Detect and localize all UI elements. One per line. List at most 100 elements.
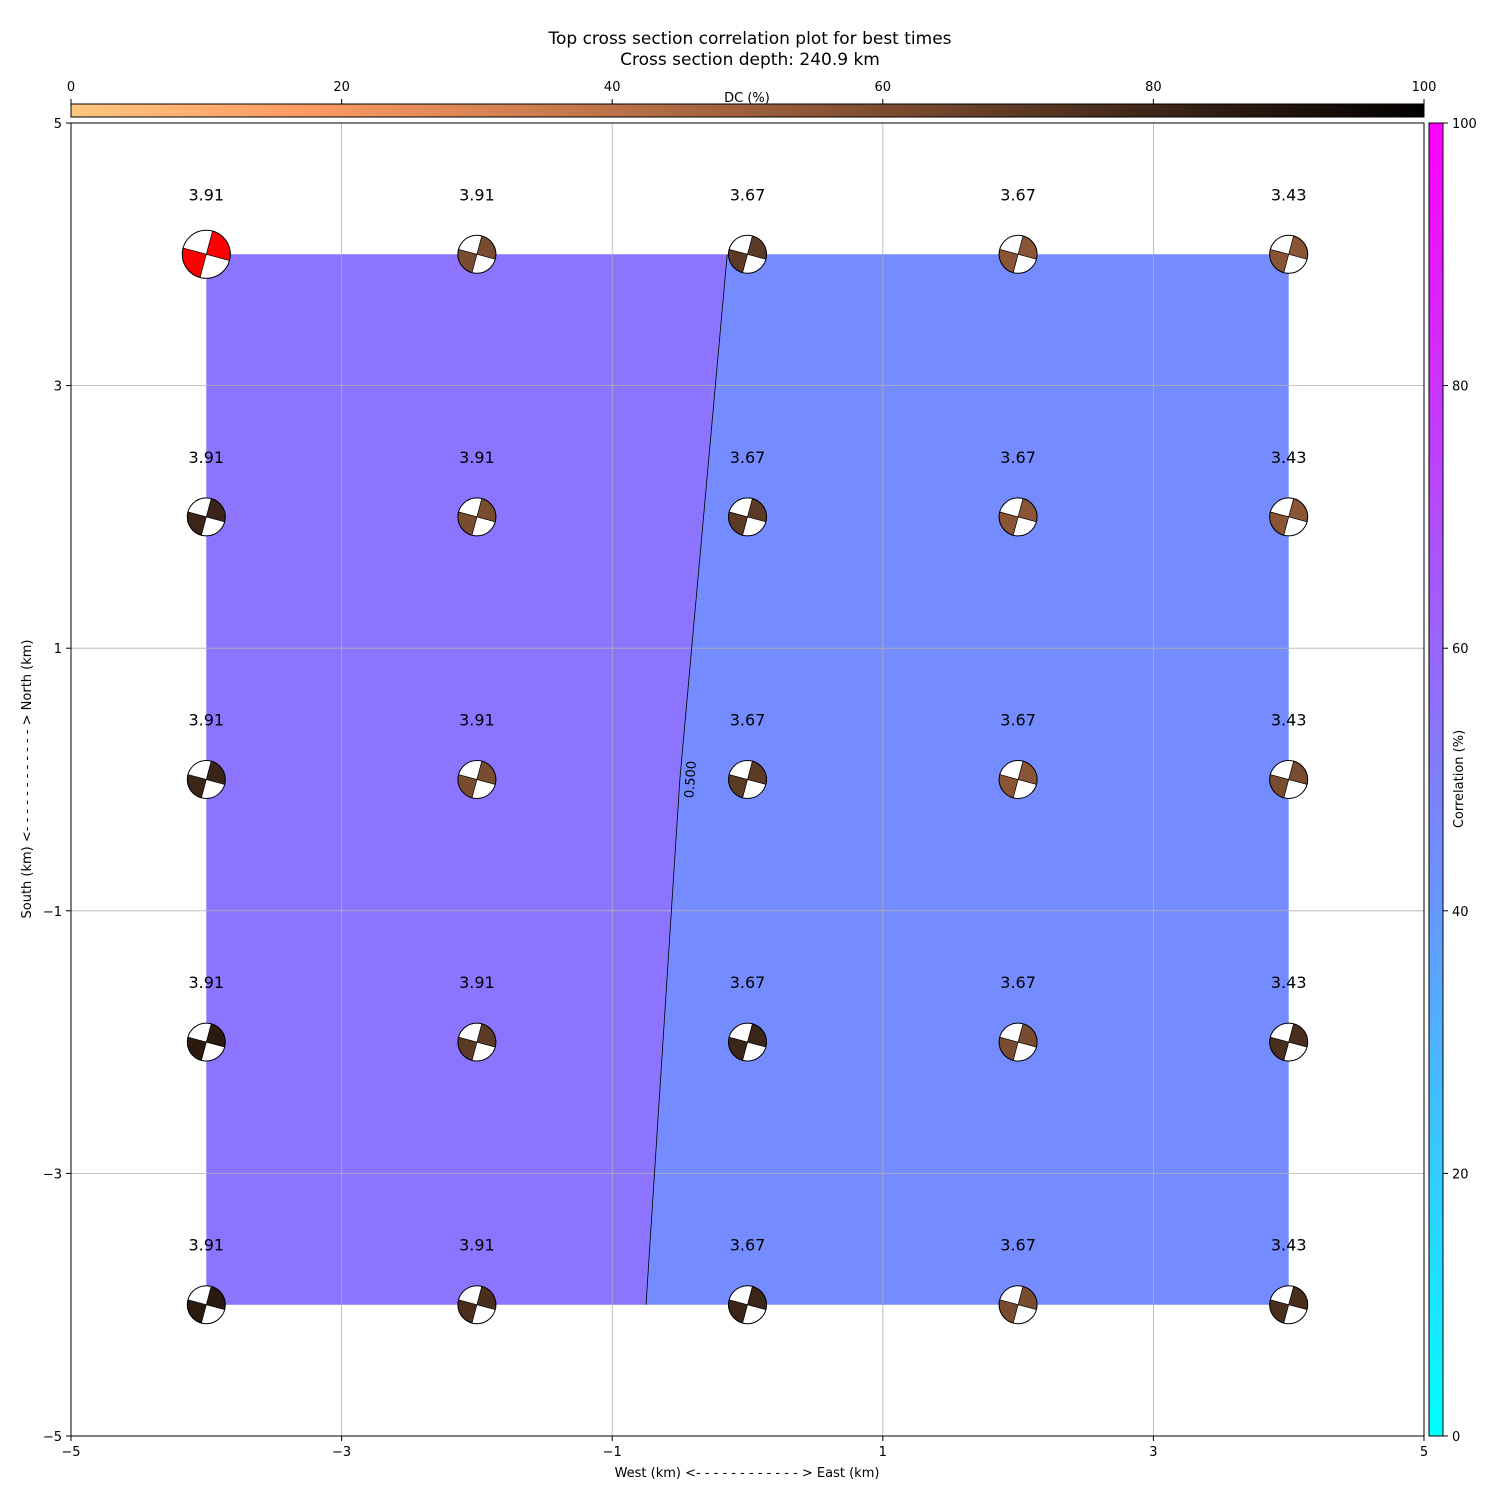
moment-tensor-value-label: 3.91 [459, 711, 495, 730]
moment-tensor-marker: 3.43 [1269, 448, 1309, 537]
moment-tensor-value-label: 3.67 [730, 711, 766, 730]
moment-tensor-value-label: 3.67 [730, 185, 766, 204]
moment-tensor-value-label: 3.43 [1271, 1236, 1307, 1255]
contour-label: 0.500 [682, 760, 700, 798]
moment-tensor-marker: 3.67 [998, 185, 1038, 274]
moment-tensor-marker: 3.43 [1269, 185, 1309, 274]
correlation-tick-label: 60 [1452, 642, 1469, 657]
moment-tensor-marker: 3.91 [181, 185, 231, 279]
moment-tensor-value-label: 3.43 [1271, 973, 1307, 992]
y-axis-ticks: −5 −3 −1 1 3 5 [43, 117, 71, 1445]
y-tick-label: −3 [43, 1167, 62, 1182]
dc-tick-label: 100 [1412, 80, 1437, 95]
moment-tensor-marker: 3.43 [1269, 711, 1309, 799]
moment-tensor-value-label: 3.67 [1000, 973, 1036, 992]
correlation-colorbar-ticks: 0 20 40 60 80 100 [1443, 117, 1477, 1445]
beachball-outline [457, 1285, 497, 1325]
correlation-colorbar [1428, 122, 1444, 1437]
beachball-outline [186, 760, 226, 799]
moment-tensor-marker: 3.91 [457, 448, 497, 537]
beachball-outline [1269, 1022, 1309, 1062]
moment-tensor-value-label: 3.67 [1000, 185, 1036, 204]
beachball-outline [457, 1022, 497, 1062]
moment-tensor-marker: 3.91 [457, 1236, 497, 1325]
moment-tensor-marker: 3.67 [728, 185, 767, 274]
moment-tensor-value-label: 3.67 [1000, 711, 1036, 730]
y-tick-label: 3 [54, 380, 62, 395]
beachball-outline [998, 497, 1038, 537]
moment-tensor-marker: 3.91 [457, 711, 497, 799]
beachball-outline [186, 1022, 226, 1062]
plot-area: 0.500 3.91 3.91 3.67 3.67 3.433.91 3.91 3.67 3.… [43, 117, 1428, 1460]
moment-tensor-value-label: 3.91 [459, 185, 495, 204]
moment-tensor-marker: 3.67 [998, 448, 1038, 537]
x-tick-label: 1 [879, 1445, 887, 1460]
moment-tensor-marker: 3.91 [457, 973, 497, 1062]
dc-colorbar-label: DC (%) [724, 91, 770, 106]
contour-line-0500 [645, 254, 728, 1305]
moment-tensor-value-label: 3.91 [188, 1236, 224, 1255]
moment-tensor-marker: 3.91 [186, 973, 226, 1062]
plot-frame [70, 122, 1425, 1437]
moment-tensor-marker: 3.43 [1269, 973, 1309, 1062]
x-tick-label: −3 [332, 1445, 351, 1460]
moment-tensor-marker: 3.67 [998, 711, 1038, 799]
moment-tensor-value-label: 3.67 [730, 448, 766, 467]
beachball-outline [998, 760, 1038, 799]
beachball-outline [728, 234, 767, 274]
y-axis-label: South (km) <- - - - - - - - - - - - > No… [20, 639, 35, 918]
moment-tensor-value-label: 3.91 [188, 973, 224, 992]
dc-tick-label: 40 [604, 80, 621, 95]
x-tick-label: 5 [1420, 1445, 1428, 1460]
correlation-tick-label: 0 [1452, 1430, 1460, 1445]
moment-tensor-markers: 3.91 3.91 3.67 3.67 3.43 3.91 3.91 3.67 3.67 3.43… [181, 185, 1309, 1325]
correlation-colorbar-label: Correlation (%) [1452, 730, 1467, 828]
moment-tensor-value-label: 3.67 [730, 1236, 766, 1255]
correlation-tick-label: 20 [1452, 1167, 1469, 1182]
beachball-outline [728, 1022, 767, 1062]
correlation-tick-label: 100 [1452, 117, 1477, 132]
moment-tensor-marker: 3.67 [728, 1236, 767, 1325]
beachball-outline [1269, 234, 1309, 274]
dc-colorbar [70, 103, 1425, 118]
moment-tensor-value-label: 3.91 [459, 448, 495, 467]
chart-title: Top cross section correlation plot for b… [547, 29, 951, 49]
y-tick-label: −1 [43, 905, 62, 920]
beachball-outline [457, 497, 497, 537]
moment-tensor-value-label: 3.91 [459, 973, 495, 992]
moment-tensor-value-label: 3.43 [1271, 185, 1307, 204]
moment-tensor-value-label: 3.91 [459, 1236, 495, 1255]
dc-colorbar-ticks: 0 20 40 60 80 100 [67, 80, 1437, 104]
moment-tensor-value-label: 3.91 [188, 711, 224, 730]
beachball-outline [1269, 497, 1309, 537]
y-tick-label: 1 [54, 642, 62, 657]
y-tick-label: −5 [43, 1430, 62, 1445]
x-tick-label: −1 [603, 1445, 622, 1460]
moment-tensor-value-label: 3.67 [730, 973, 766, 992]
moment-tensor-marker: 3.67 [998, 973, 1038, 1062]
moment-tensor-marker: 3.91 [186, 448, 226, 537]
moment-tensor-marker: 3.67 [998, 1236, 1038, 1325]
beachball-outline [728, 760, 767, 799]
moment-tensor-value-label: 3.67 [1000, 1236, 1036, 1255]
beachball-outline [998, 1285, 1038, 1325]
moment-tensor-value-label: 3.91 [188, 185, 224, 204]
beachball-outline [181, 229, 231, 279]
beachball-outline [457, 234, 497, 274]
beachball-outline [186, 497, 226, 537]
dc-tick-label: 0 [67, 80, 75, 95]
x-axis-ticks: −5 −3 −1 1 3 5 [61, 1436, 1428, 1460]
moment-tensor-marker: 3.91 [457, 185, 497, 274]
correlation-tick-label: 80 [1452, 380, 1469, 395]
dc-tick-label: 60 [875, 80, 892, 95]
moment-tensor-marker: 3.67 [728, 973, 767, 1062]
beachball-outline [728, 497, 767, 537]
moment-tensor-marker: 3.91 [186, 1236, 226, 1325]
chart-subtitle: Cross section depth: 240.9 km [620, 50, 880, 70]
beachball-outline [457, 760, 497, 799]
x-tick-label: −5 [61, 1445, 80, 1460]
moment-tensor-value-label: 3.43 [1271, 448, 1307, 467]
moment-tensor-value-label: 3.43 [1271, 711, 1307, 730]
beachball-outline [186, 1285, 226, 1325]
